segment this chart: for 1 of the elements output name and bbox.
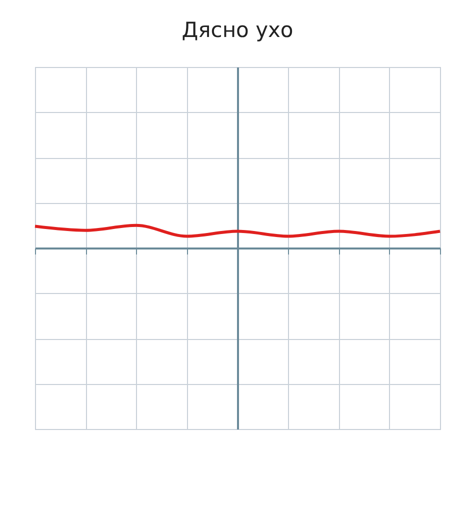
- chart-title: Дясно ухо: [182, 18, 294, 42]
